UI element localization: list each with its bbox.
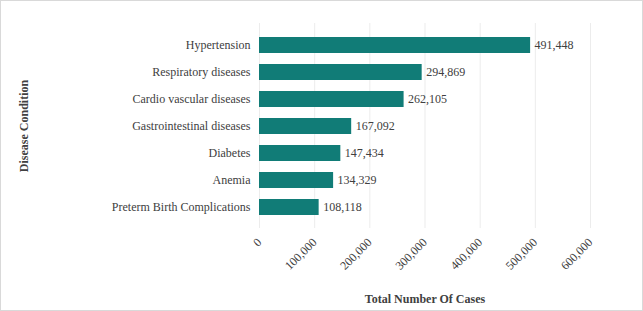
svg-text:108,118: 108,118	[323, 200, 362, 214]
svg-text:147,434: 147,434	[345, 146, 384, 160]
svg-text:600,000: 600,000	[558, 235, 595, 272]
svg-text:167,092: 167,092	[356, 119, 395, 133]
svg-text:500,000: 500,000	[503, 235, 540, 272]
svg-text:Disease Condition: Disease Condition	[17, 80, 31, 173]
svg-text:Diabetes: Diabetes	[209, 146, 251, 160]
svg-text:491,448: 491,448	[535, 38, 574, 52]
svg-text:Total Number Of Cases: Total Number Of Cases	[365, 292, 486, 306]
svg-text:200,000: 200,000	[337, 235, 374, 272]
svg-text:300,000: 300,000	[392, 235, 429, 272]
svg-text:262,105: 262,105	[408, 92, 447, 106]
svg-text:Hypertension: Hypertension	[186, 38, 251, 52]
svg-text:Preterm Birth Complications: Preterm Birth Complications	[112, 200, 251, 214]
svg-text:Anemia: Anemia	[213, 173, 252, 187]
svg-text:400,000: 400,000	[448, 235, 485, 272]
svg-text:Cardio vascular diseases: Cardio vascular diseases	[133, 92, 251, 106]
svg-text:0: 0	[250, 235, 264, 249]
svg-text:134,329: 134,329	[338, 173, 377, 187]
svg-text:100,000: 100,000	[282, 235, 319, 272]
svg-text:Respiratory diseases: Respiratory diseases	[152, 65, 251, 79]
svg-text:294,869: 294,869	[426, 65, 465, 79]
svg-text:Gastrointestinal diseases: Gastrointestinal diseases	[132, 119, 251, 133]
